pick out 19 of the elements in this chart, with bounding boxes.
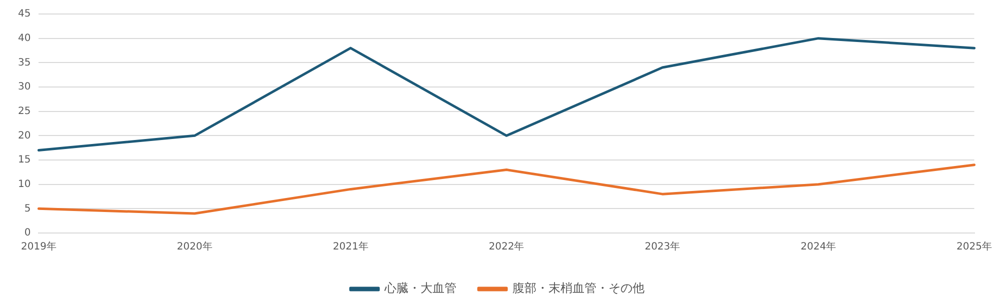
x-tick-label: 2020年 (176, 240, 212, 253)
y-tick-label: 15 (18, 154, 31, 166)
legend-label: 腹部・末梢血管・その他 (512, 281, 644, 296)
x-tick-label: 2021年 (332, 240, 368, 253)
y-tick-label: 0 (24, 228, 31, 239)
y-tick-label: 40 (18, 32, 31, 44)
y-tick-label: 20 (18, 130, 31, 142)
x-tick-label: 2022年 (488, 240, 524, 253)
x-tick-label: 2019年 (21, 240, 56, 253)
x-tick-label: 2024年 (800, 240, 836, 253)
x-tick-label: 2023年 (644, 240, 680, 253)
y-tick-label: 25 (18, 106, 31, 117)
y-tick-label: 5 (24, 203, 31, 214)
y-tick-label: 45 (18, 8, 31, 20)
legend-label: 心臓・大血管 (384, 281, 456, 296)
y-tick-label: 35 (18, 57, 31, 68)
y-tick-label: 30 (18, 82, 31, 93)
y-tick-label: 10 (18, 178, 31, 190)
x-tick-label: 2025年 (956, 240, 992, 253)
